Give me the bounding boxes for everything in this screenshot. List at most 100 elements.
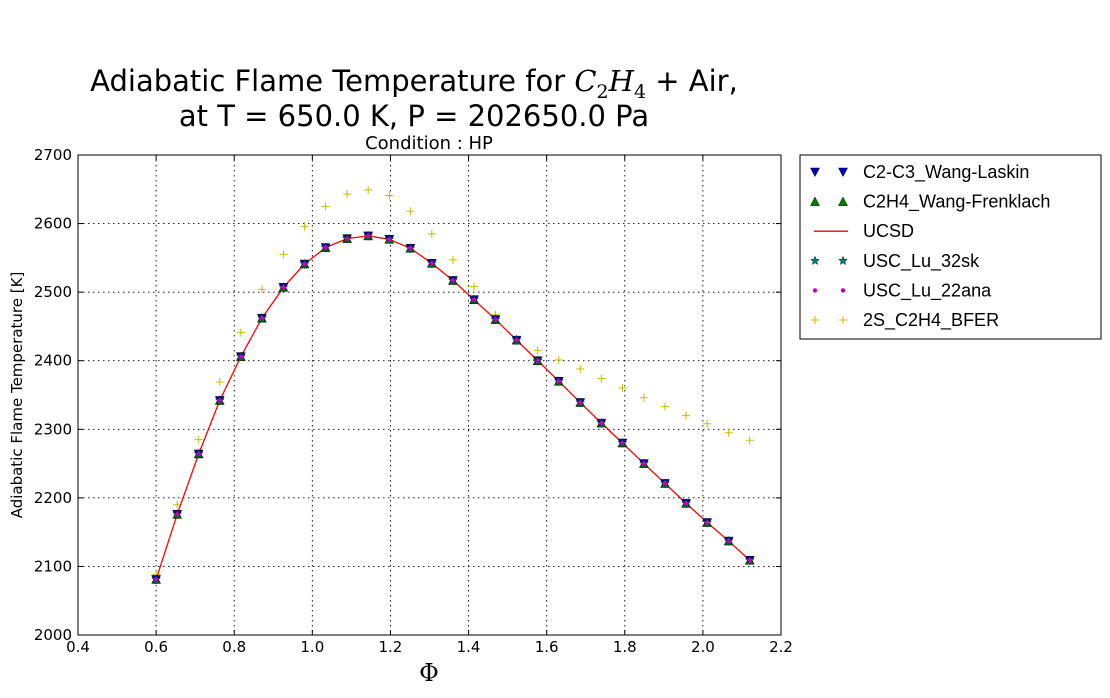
y-tick-label: 2100 [34,557,72,575]
legend-frame [799,154,1102,340]
data-point-2s-c2h4-bfer [639,393,648,402]
title-math-c: C [574,64,596,98]
data-point-2s-c2h4-bfer [554,356,563,365]
legend-label: UCSD [863,221,914,241]
x-tick-label: 1.0 [300,638,324,656]
data-point-usc-lu-22ana [408,246,413,251]
data-point-2s-c2h4-bfer [745,436,754,445]
x-tick-label: 1.6 [535,638,559,656]
legend-marker [810,255,820,265]
data-point-usc-lu-22ana [535,358,540,363]
legend-label: USC_Lu_22ana [863,280,992,301]
data-point-2s-c2h4-bfer [682,411,691,420]
data-point-2s-c2h4-bfer [343,190,352,199]
legend-item-c2-c3-wang-laskin: C2-C3_Wang-Laskin [810,162,1029,183]
x-tick-label: 0.4 [66,638,90,656]
data-point-usc-lu-22ana [344,236,350,241]
legend-label: C2-C3_Wang-Laskin [863,162,1029,183]
data-point-2s-c2h4-bfer [470,282,479,291]
data-point-usc-lu-22ana [238,354,244,359]
data-point-2s-c2h4-bfer [321,202,330,211]
data-point-usc-lu-22ana [641,461,647,466]
tick-layer: 0.4 0.6 0.8 1.0 1.2 1.4 1.6 1.8 2.0 2.2 2000 2100 22… [34,146,793,656]
data-point-usc-lu-22ana [556,379,561,384]
legend-label: C2H4_Wang-Frenklach [863,192,1050,213]
data-point-2s-c2h4-bfer [257,285,266,294]
legend-marker [812,288,818,293]
legend-marker [810,196,820,206]
x-tick-label: 2.2 [769,638,793,656]
legend-item-usc-lu-32sk: USC_Lu_32sk [810,251,980,272]
y-tick-label: 2600 [34,215,72,233]
data-point-2s-c2h4-bfer [576,364,585,373]
legend-item-2s-c2h4-bfer: 2S_C2H4_BFER [811,310,999,331]
legend-item-c2h4-wang-frenklach: C2H4_Wang-Frenklach [810,192,1050,213]
y-axis-label: Adiabatic Flame Temperature [K] [8,272,26,519]
data-point-2s-c2h4-bfer [427,229,436,238]
legend-marker [810,167,820,178]
x-tick-label: 0.6 [144,638,168,656]
data-point-2s-c2h4-bfer [385,191,394,200]
chart-title-line1: Adiabatic Flame Temperature for C2H4 + A… [90,64,738,103]
x-tick-label: 1.8 [613,638,637,656]
plot-area-frame [77,154,782,636]
title-prefix: Adiabatic Flame Temperature for [90,64,574,98]
y-tick-label: 2200 [34,489,72,507]
data-point-2s-c2h4-bfer [703,419,712,428]
data-point-2s-c2h4-bfer [173,500,182,509]
data-point-usc-lu-22ana [683,501,689,506]
legend-label: 2S_C2H4_BFER [863,310,999,331]
data-point-usc-lu-22ana [429,261,435,266]
data-point-usc-lu-22ana [493,317,498,322]
x-axis-label: Φ [419,659,439,687]
legend-item-ucsd: UCSD [814,221,914,241]
y-tick-label: 2700 [34,146,72,164]
data-point-2s-c2h4-bfer [215,377,224,386]
data-point-usc-lu-22ana [599,420,604,426]
series-layer [151,185,755,585]
data-point-2s-c2h4-bfer [448,255,457,264]
data-point-2s-c2h4-bfer [236,328,245,337]
data-point-2s-c2h4-bfer [597,374,606,383]
series-usc-lu-22ana [153,233,752,582]
data-point-usc-lu-22ana [281,285,286,290]
series-2s-c2h4-bfer [152,185,754,579]
data-point-usc-lu-22ana [514,337,519,343]
legend-label: USC_Lu_32sk [863,251,980,272]
legend-marker [838,196,848,206]
data-point-2s-c2h4-bfer [661,402,670,411]
chart-subtitle: Condition : HP [365,133,493,154]
legend-item-usc-lu-22ana: USC_Lu_22ana [812,280,992,301]
chart-legend: C2-C3_Wang-Laskin C2H4_Wang-Frenklach UCSD… [799,154,1102,340]
data-point-usc-lu-22ana [747,558,752,563]
data-point-usc-lu-22ana [153,577,159,582]
title-suffix: + Air, [646,64,738,98]
data-point-usc-lu-22ana [471,297,477,302]
y-tick-label: 2500 [34,283,72,301]
data-point-2s-c2h4-bfer [618,384,627,393]
x-tick-label: 1.2 [379,638,403,656]
legend-marker [839,316,847,324]
data-point-usc-lu-22ana [365,233,371,239]
data-point-2s-c2h4-bfer [194,435,203,444]
chart-title-line2: at T = 650.0 K, P = 202650.0 Pa [179,99,649,133]
title-math-h: H [608,64,635,98]
data-point-2s-c2h4-bfer [364,185,373,194]
legend-marker [811,316,819,324]
data-point-usc-lu-22ana [175,512,180,517]
y-tick-label: 2400 [34,352,72,370]
data-point-usc-lu-22ana [704,520,710,525]
data-point-usc-lu-22ana [196,451,201,457]
series-ucsd [155,235,751,580]
data-point-usc-lu-22ana [302,261,307,267]
data-point-usc-lu-22ana [323,245,328,250]
y-tick-label: 2300 [34,420,72,438]
data-point-usc-lu-22ana [620,440,625,446]
data-point-2s-c2h4-bfer [279,250,288,259]
data-point-2s-c2h4-bfer [406,207,415,216]
title-math-sub2: 2 [597,81,609,103]
x-tick-label: 1.4 [457,638,481,656]
title-math-sub4: 4 [634,81,646,103]
